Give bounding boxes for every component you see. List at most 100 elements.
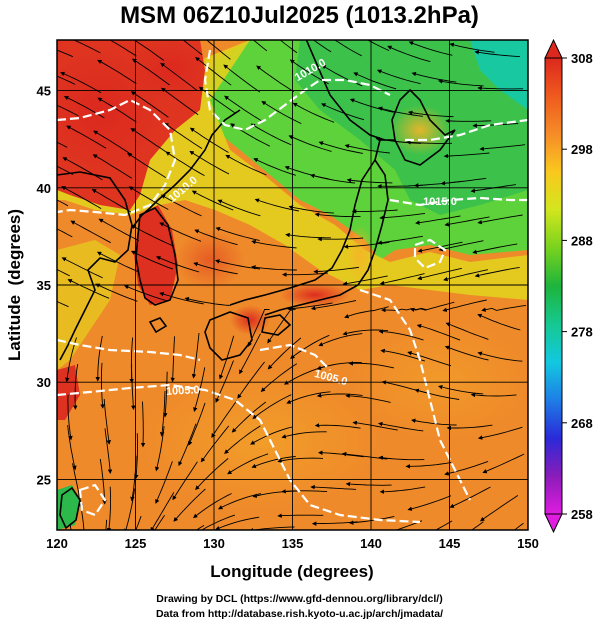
streamline [206, 40, 231, 60]
streamline [318, 450, 364, 458]
streamline [282, 272, 328, 277]
streamline [250, 426, 293, 445]
streamline [349, 98, 394, 113]
x-tick-label: 140 [360, 536, 382, 551]
streamline [123, 488, 136, 530]
streamline [172, 461, 198, 501]
streamline [127, 152, 167, 178]
streamline [57, 104, 79, 117]
streamline [160, 194, 202, 217]
lat-lon-grid [57, 40, 528, 530]
streamline [191, 332, 200, 379]
plot-frame [56, 39, 529, 531]
streamline [140, 401, 146, 448]
streamline [479, 495, 519, 522]
colorbar: 258 268 278 288 298 308 [544, 38, 593, 534]
streamline [344, 143, 390, 154]
streamline [250, 123, 292, 146]
streamline [314, 423, 361, 429]
coastlines [57, 40, 456, 530]
streamline [321, 103, 365, 121]
streamline [105, 519, 108, 530]
streamline [352, 420, 398, 431]
streamline [279, 40, 298, 54]
streamline [449, 42, 495, 53]
streamline [224, 95, 263, 122]
streamline [239, 333, 261, 375]
streamline [195, 458, 229, 491]
streamline [163, 371, 168, 418]
streamline [160, 62, 198, 91]
streamline [313, 266, 360, 274]
streamline [159, 222, 202, 242]
streamline [73, 364, 79, 410]
x-tick-label: 130 [203, 536, 225, 551]
streamline [407, 495, 452, 511]
streamline [443, 152, 490, 159]
streamline [444, 460, 489, 476]
streamline [444, 216, 490, 227]
streamline [310, 484, 357, 490]
streamline [131, 58, 170, 86]
streamline [318, 333, 363, 347]
streamline [438, 79, 484, 87]
streamline [133, 40, 165, 61]
streamline [98, 218, 140, 242]
streamline [449, 486, 491, 508]
colorbar-extend-max [544, 38, 563, 59]
streamline [104, 428, 113, 474]
streamline [70, 220, 111, 244]
streamline [407, 351, 452, 367]
streamline [231, 401, 267, 433]
streamline [155, 256, 200, 273]
streamline [66, 125, 107, 149]
streamline [378, 421, 424, 432]
streamline [288, 205, 334, 214]
streamline [414, 388, 460, 400]
streamline [394, 520, 423, 530]
streamline [438, 240, 484, 252]
credit-drawing: Drawing by DCL (https://www.gfd-dennou.o… [156, 593, 443, 605]
colorbar-gradient [544, 57, 563, 515]
streamline [154, 426, 165, 472]
streamline [477, 313, 521, 331]
streamline [130, 128, 169, 154]
streamline [472, 243, 518, 254]
streamline [310, 300, 357, 311]
streamline [95, 283, 138, 302]
y-tick-label: 25 [37, 472, 51, 487]
colorbar-tick-label: 258 [571, 507, 593, 522]
streamline [225, 154, 267, 176]
streamline [57, 228, 73, 238]
streamline [416, 323, 461, 341]
streamline [251, 265, 297, 271]
streamline [442, 299, 487, 312]
streamline [377, 106, 423, 117]
streamline [61, 186, 102, 209]
streamline [415, 215, 461, 225]
contour-label: 1015.0 [423, 196, 457, 208]
x-tick-label: 120 [46, 536, 68, 551]
streamline [277, 457, 324, 463]
streamline [316, 393, 363, 398]
y-tick-label: 40 [37, 181, 51, 196]
streamline [471, 521, 484, 530]
streamline [342, 275, 388, 286]
streamline [256, 65, 295, 92]
streamline [411, 71, 457, 83]
streamline [189, 150, 230, 175]
chart-title: MSM 06Z10Jul2025 (1013.2hPa) [120, 2, 479, 29]
streamline [288, 135, 332, 152]
streamline [376, 69, 421, 85]
streamline [61, 257, 103, 279]
contour-label: 1005.0 [166, 384, 200, 398]
streamline [109, 40, 137, 57]
streamline [446, 424, 493, 431]
x-axis-label: Longitude (degrees) [210, 562, 373, 581]
streamline [407, 110, 454, 118]
streamline [251, 455, 296, 469]
streamline [131, 364, 136, 411]
streamline [155, 461, 173, 504]
streamline [223, 64, 261, 93]
streamline [316, 362, 362, 370]
